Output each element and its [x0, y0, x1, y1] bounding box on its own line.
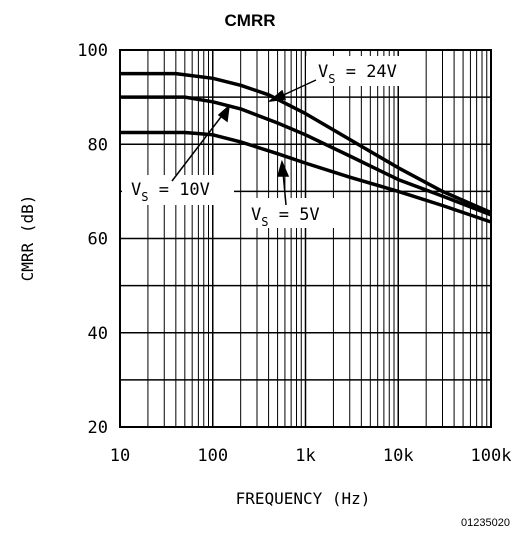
tick-labels: 10 100 1k 10k 100k 20 40 60 80 100: [77, 41, 511, 466]
figure-id: 01235020: [461, 517, 510, 529]
y-tick-label: 80: [88, 135, 108, 155]
data-curves: [120, 71, 492, 224]
series-line-1: [120, 71, 492, 215]
x-axis-label: FREQUENCY (Hz): [236, 489, 371, 508]
label-bg-24v: [306, 56, 418, 86]
series-line-3: [120, 130, 492, 224]
label-vs-24v: VS = 24V: [318, 62, 397, 86]
series-line-2: [120, 95, 492, 217]
x-tick-label: 1k: [295, 446, 315, 466]
arrowhead-5v: [277, 159, 290, 177]
arrowhead-10v: [217, 104, 231, 123]
plot-frame: [119, 49, 492, 428]
y-tick-label: 60: [88, 230, 108, 250]
arrowhead-24v: [267, 89, 287, 103]
y-tick-label: 40: [88, 324, 108, 344]
x-tick-label: 10: [110, 446, 130, 466]
x-tick-label: 10k: [383, 446, 414, 466]
y-axis-label: CMRR (dB): [18, 195, 37, 282]
x-tick-label: 100: [197, 446, 228, 466]
y-tick-label: 20: [88, 418, 108, 438]
label-bg-10v: [122, 175, 234, 205]
chart-title: CMRR: [225, 11, 276, 30]
label-bg-5v: [242, 198, 344, 228]
y-tick-label: 100: [77, 41, 108, 61]
arrow-5v: [282, 171, 287, 206]
annotation-arrows: [171, 79, 317, 206]
label-vs-10v: VS = 10V: [131, 180, 210, 204]
x-tick-label: 100k: [471, 446, 512, 466]
label-vs-5v: VS = 5V: [251, 205, 320, 229]
arrow-10v: [171, 112, 225, 182]
plot-grid: [120, 50, 491, 427]
